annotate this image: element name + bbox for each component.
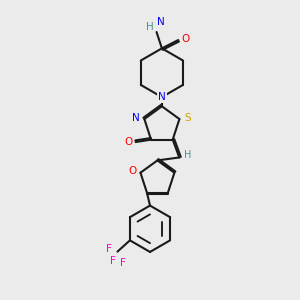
- Text: O: O: [124, 137, 133, 147]
- Text: S: S: [184, 113, 191, 123]
- Text: F: F: [110, 256, 116, 266]
- Text: H: H: [184, 149, 191, 160]
- Text: F: F: [106, 244, 112, 254]
- Text: H: H: [146, 22, 154, 32]
- Text: F: F: [120, 258, 126, 268]
- Text: O: O: [128, 166, 136, 176]
- Text: N: N: [157, 17, 165, 28]
- Text: N: N: [158, 92, 166, 102]
- Text: O: O: [182, 34, 190, 44]
- Text: N: N: [133, 113, 140, 123]
